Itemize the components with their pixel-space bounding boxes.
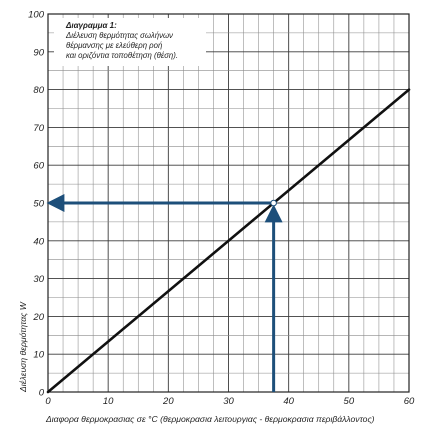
annotation-title: Διαγραμμα 1: — [65, 21, 117, 30]
y-tick-label: 100 — [28, 10, 45, 21]
y-axis-title: Διέλευση θερμότητας W — [18, 301, 28, 393]
x-tick-label: 0 — [45, 396, 51, 407]
annotation-line-3: και οριζόντια τοποθέτηση (θέση). — [66, 51, 178, 60]
x-tick-label: 20 — [162, 396, 174, 407]
chart-annotation: Διαγραμμα 1: Διέλευση θερμότητας σωλήνων… — [54, 18, 206, 66]
x-tick-label: 60 — [404, 396, 415, 407]
y-tick-label: 80 — [33, 85, 44, 96]
y-tick-label: 40 — [33, 236, 44, 247]
y-tick-label: 10 — [33, 350, 44, 361]
y-tick-label: 60 — [33, 161, 44, 172]
x-axis-title: Διαφορα θερμοκρασιας σε °C (θερμοκρασια … — [45, 414, 375, 424]
annotation-line-1: Διέλευση θερμότητας σωλήνων — [65, 31, 173, 40]
y-tick-label: 90 — [33, 47, 44, 58]
x-tick-label: 40 — [283, 396, 294, 407]
y-tick-label: 30 — [33, 274, 44, 285]
y-tick-label: 0 — [39, 388, 45, 399]
readout-intersection-point — [270, 199, 277, 207]
x-tick-label: 30 — [223, 396, 234, 407]
y-tick-label: 70 — [33, 123, 44, 134]
y-tick-label: 50 — [33, 199, 44, 210]
chart-axes: 0 10 20 30 40 50 60 0 10 20 30 40 50 60 70 80 90 100 — [28, 10, 415, 408]
chart-series — [46, 88, 411, 394]
chart-readout — [46, 194, 283, 392]
annotation-line-2: θέρμανσης με ελεύθερη ροή — [66, 41, 162, 50]
x-tick-label: 50 — [344, 396, 355, 407]
y-tick-label: 20 — [32, 312, 44, 323]
annotation-background — [54, 18, 206, 66]
series-line — [46, 88, 411, 394]
x-tick-label: 10 — [103, 396, 114, 407]
